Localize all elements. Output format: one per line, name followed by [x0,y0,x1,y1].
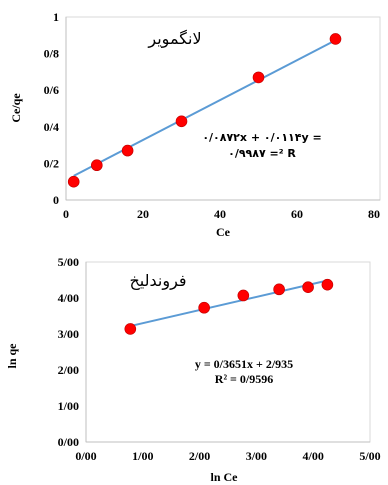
freundlich-y-tick-label: 5/00 [58,255,79,269]
freundlich-x-tick-label: 5/00 [359,449,380,463]
langmuir-y-label: Ce/qe [9,93,23,123]
freundlich-x-tick-label: 4/00 [303,449,324,463]
freundlich-y-tick-label: 3/00 [58,327,79,341]
langmuir-equation-line2: ۰/۹۹۸۷ =² R [228,147,296,160]
langmuir-trendline [73,39,336,177]
langmuir-x-tick-label: 80 [368,207,380,221]
freundlich-y-tick-label: 4/00 [58,291,79,305]
freundlich-data-point [273,283,285,296]
freundlich-data-point [198,301,210,314]
freundlich-x-tick-label: 3/00 [246,449,267,463]
langmuir-chart: لانگمویر Ce Ce/qe ۰/۰۸۷۲x + ۰/۰۱۱۴y = ۰/… [9,10,381,239]
langmuir-plot-area [65,16,381,201]
freundlich-x-label: ln Ce [211,470,239,484]
freundlich-chart: فروندلیخ ln Ce ln qe y = 0/3651x + 2/935… [5,255,381,484]
freundlich-x-tick-label: 1/00 [132,449,153,463]
langmuir-data-point [91,159,103,172]
langmuir-y-tick-label: 1 [53,10,59,24]
langmuir-x-label: Ce [216,225,231,239]
langmuir-y-tick-label: 0/6 [44,83,59,97]
freundlich-x-tick-label: 2/00 [189,449,210,463]
freundlich-plot-area [85,261,371,443]
langmuir-data-point [121,144,134,157]
langmuir-y-tick-label: 0/2 [44,156,59,170]
freundlich-trendline [130,279,328,328]
freundlich-y-label: ln qe [5,343,19,369]
freundlich-y-tick-label: 1/00 [58,399,79,413]
langmuir-x-tick-label: 40 [214,207,226,221]
freundlich-title: فروندلیخ [129,271,186,291]
langmuir-data-point [67,175,80,188]
langmuir-title: لانگمویر [147,29,201,49]
freundlich-x-tick-label: 0/00 [75,449,96,463]
langmuir-data-point [175,115,188,128]
langmuir-data-point [329,33,342,45]
freundlich-equation-line2: R² = 0/9596 [215,372,273,386]
freundlich-data-point [237,289,250,302]
langmuir-y-tick-label: 0/4 [44,120,59,134]
langmuir-data-point [252,71,265,84]
freundlich-y-tick-label: 0/00 [58,435,79,449]
langmuir-x-tick-label: 20 [137,207,149,221]
langmuir-y-tick-label: 0/8 [44,47,59,61]
langmuir-x-tick-label: 0 [63,207,69,221]
freundlich-data-point [302,281,314,294]
langmuir-x-tick-label: 60 [291,207,303,221]
freundlich-data-point [124,323,137,335]
freundlich-equation-line1: y = 0/3651x + 2/935 [195,357,293,371]
freundlich-y-tick-label: 2/00 [58,363,79,377]
langmuir-y-tick-label: 0 [53,193,59,207]
langmuir-equation-line1: ۰/۰۸۷۲x + ۰/۰۱۱۴y = [202,131,321,144]
freundlich-data-point [321,278,334,291]
